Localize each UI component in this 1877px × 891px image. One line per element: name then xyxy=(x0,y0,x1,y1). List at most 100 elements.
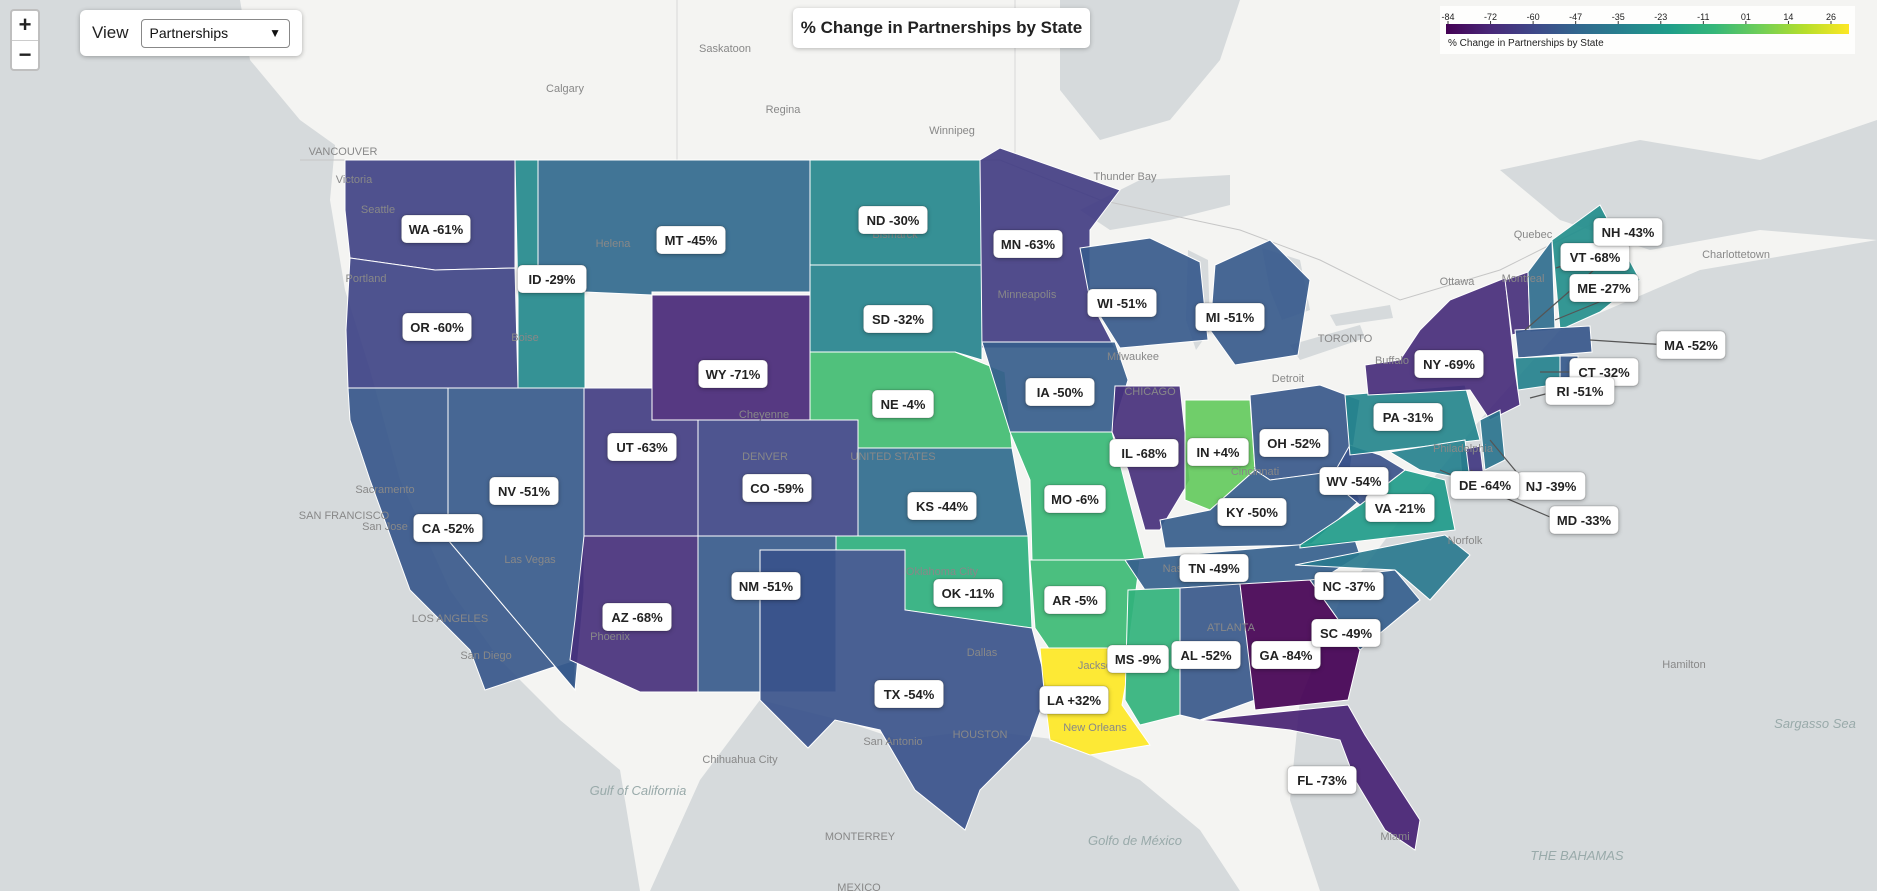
state-label-wv: WV -54% xyxy=(1318,466,1390,496)
legend-tick-label: -84 xyxy=(1441,12,1454,22)
city-label: VANCOUVER xyxy=(309,146,378,158)
state-label-ga: GA -84% xyxy=(1250,640,1322,670)
state-label-tx: TX -54% xyxy=(873,679,945,709)
city-label: Minneapolis xyxy=(998,289,1057,301)
svg-text:TX -54%: TX -54% xyxy=(884,687,935,702)
svg-text:RI -51%: RI -51% xyxy=(1557,384,1604,399)
svg-text:AZ -68%: AZ -68% xyxy=(611,610,663,625)
state-label-va: VA -21% xyxy=(1364,493,1436,523)
state-label-wi: WI -51% xyxy=(1086,288,1158,318)
city-label: CHICAGO xyxy=(1124,386,1176,398)
city-label: Victoria xyxy=(336,174,373,186)
legend-tick-label: -35 xyxy=(1612,12,1625,22)
svg-text:NC -37%: NC -37% xyxy=(1323,579,1376,594)
svg-text:MD -33%: MD -33% xyxy=(1557,513,1612,528)
state-label-md: MD -33% xyxy=(1548,505,1620,535)
state-label-ca: CA -52% xyxy=(412,513,484,543)
state-label-me: ME -27% xyxy=(1568,273,1640,303)
state-label-co: CO -59% xyxy=(741,473,813,503)
zoom-out-button[interactable]: − xyxy=(12,40,38,69)
svg-text:KS -44%: KS -44% xyxy=(916,499,968,514)
city-label: Miami xyxy=(1380,831,1409,843)
city-label: SAN FRANCISCO xyxy=(299,510,390,522)
city-label: TORONTO xyxy=(1318,333,1373,345)
atlantic-ocean xyxy=(1290,240,1877,891)
city-label: LOS ANGELES xyxy=(412,613,488,625)
svg-text:NV -51%: NV -51% xyxy=(498,484,550,499)
state-nj[interactable] xyxy=(1479,409,1506,471)
state-label-al: AL -52% xyxy=(1170,640,1242,670)
sea-label: Golfo de México xyxy=(1088,833,1182,848)
svg-text:WA -61%: WA -61% xyxy=(409,222,464,237)
zoom-control: + − xyxy=(10,9,40,71)
state-ny[interactable] xyxy=(1364,277,1521,421)
state-label-mn: MN -63% xyxy=(992,229,1064,259)
sea-label: THE BAHAMAS xyxy=(1530,848,1624,863)
svg-text:UT -63%: UT -63% xyxy=(616,440,668,455)
svg-text:NY -69%: NY -69% xyxy=(1423,357,1475,372)
sea-label: Gulf of California xyxy=(590,783,687,798)
sea-label: Sargasso Sea xyxy=(1774,716,1856,731)
legend-tick-label: 14 xyxy=(1783,12,1793,22)
state-label-ri: RI -51% xyxy=(1544,376,1616,406)
city-label: Philadelphia xyxy=(1433,443,1494,455)
state-label-vt: VT -68% xyxy=(1559,242,1631,272)
view-select-value: Partnerships xyxy=(149,25,229,41)
legend-tick-label: -23 xyxy=(1654,12,1667,22)
lake-superior xyxy=(1080,175,1230,230)
city-label: Charlottetown xyxy=(1702,249,1770,261)
state-wy[interactable] xyxy=(651,294,811,421)
svg-text:MA -52%: MA -52% xyxy=(1664,338,1718,353)
chevron-down-icon: ▼ xyxy=(269,26,281,40)
city-label: Detroit xyxy=(1272,373,1304,385)
svg-text:MS -9%: MS -9% xyxy=(1115,652,1162,667)
state-label-nv: NV -51% xyxy=(488,476,560,506)
state-label-sd: SD -32% xyxy=(862,304,934,334)
city-label: Cincinnati xyxy=(1231,466,1279,478)
zoom-in-button[interactable]: + xyxy=(18,12,32,37)
city-label: Buffalo xyxy=(1375,355,1409,367)
svg-text:ME -27%: ME -27% xyxy=(1577,281,1631,296)
view-select[interactable]: Partnerships ▼ xyxy=(140,18,290,48)
city-label: Oklahoma City xyxy=(906,566,979,578)
svg-text:CO -59%: CO -59% xyxy=(750,481,804,496)
svg-text:VA -21%: VA -21% xyxy=(1375,501,1426,516)
svg-text:MI -51%: MI -51% xyxy=(1206,310,1255,325)
svg-text:WY -71%: WY -71% xyxy=(706,367,761,382)
city-label: Saskatoon xyxy=(699,43,751,55)
svg-text:VT -68%: VT -68% xyxy=(1570,250,1621,265)
legend-title: % Change in Partnerships by State xyxy=(1448,38,1604,49)
city-label: Quebec xyxy=(1514,229,1553,241)
city-label: Phoenix xyxy=(590,631,630,643)
state-label-ks: KS -44% xyxy=(906,491,978,521)
city-label: New Orleans xyxy=(1063,722,1127,734)
city-label: UNITED STATES xyxy=(850,451,935,463)
city-label: Dallas xyxy=(967,647,998,659)
state-label-wa: WA -61% xyxy=(400,214,472,244)
state-ma[interactable] xyxy=(1514,325,1593,359)
leader-line-me xyxy=(1554,299,1605,321)
svg-text:MO -6%: MO -6% xyxy=(1051,492,1099,507)
svg-text:ND -30%: ND -30% xyxy=(867,213,920,228)
legend-tick-label: -60 xyxy=(1527,12,1540,22)
city-label: San Diego xyxy=(460,650,511,662)
state-label-la: LA +32% xyxy=(1038,685,1110,715)
state-label-in: IN +4% xyxy=(1186,437,1250,467)
svg-text:MN -63%: MN -63% xyxy=(1001,237,1056,252)
svg-text:CA -52%: CA -52% xyxy=(422,521,475,536)
city-label: ATLANTA xyxy=(1207,622,1256,634)
legend-tick-label: -72 xyxy=(1484,12,1497,22)
state-label-mi: MI -51% xyxy=(1194,302,1266,332)
view-label: View xyxy=(92,23,129,42)
city-label: Helena xyxy=(596,238,632,250)
svg-text:NJ -39%: NJ -39% xyxy=(1526,479,1577,494)
svg-text:PA -31%: PA -31% xyxy=(1383,410,1434,425)
state-label-wy: WY -71% xyxy=(697,359,769,389)
state-fl[interactable] xyxy=(1199,704,1421,851)
city-label: Portland xyxy=(346,273,387,285)
state-nc[interactable] xyxy=(1294,534,1471,601)
svg-text:SD -32%: SD -32% xyxy=(872,312,924,327)
state-label-ky: KY -50% xyxy=(1216,497,1288,527)
svg-text:AL -52%: AL -52% xyxy=(1180,648,1231,663)
